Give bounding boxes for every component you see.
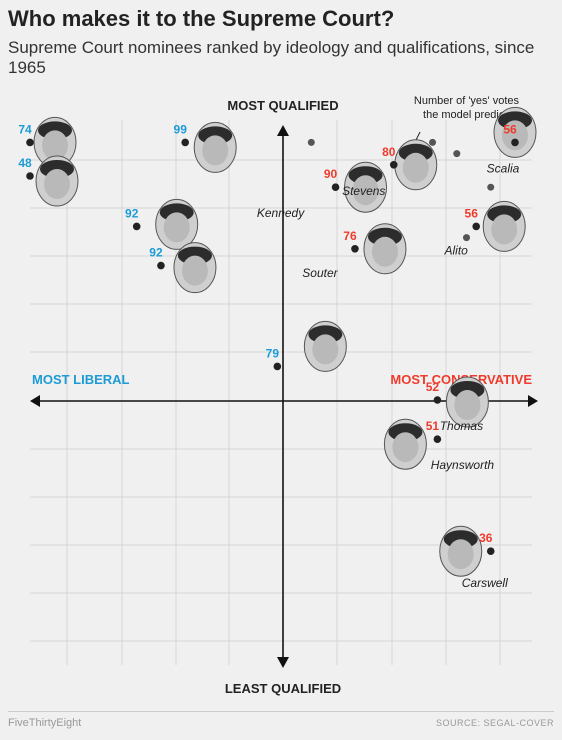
nominee-name-label: Alito xyxy=(444,243,469,257)
face-icon xyxy=(392,432,419,463)
face-icon xyxy=(42,130,68,161)
nominee-point xyxy=(433,435,442,444)
nominee-name-label: Haynsworth xyxy=(431,458,495,472)
face-icon xyxy=(352,175,379,206)
chart-title: Who makes it to the Supreme Court? xyxy=(8,6,395,31)
nominee-point xyxy=(486,547,495,555)
axis-label-top: MOST QUALIFIED xyxy=(227,98,338,113)
nominee-point xyxy=(273,362,282,371)
votes-label: 92 xyxy=(149,246,163,260)
unlabeled-point xyxy=(429,138,437,146)
x-axis-right-arrow xyxy=(528,395,538,407)
x-axis-left-arrow xyxy=(30,395,40,407)
nominee-point xyxy=(511,138,519,147)
votes-label: 79 xyxy=(266,346,280,360)
face-icon xyxy=(44,169,70,199)
nominee-point xyxy=(351,245,359,253)
nominee-name-label: Kennedy xyxy=(257,206,305,220)
votes-label: 56 xyxy=(503,122,517,136)
y-axis-top-arrow xyxy=(277,125,289,136)
brand-logo: FiveThirtyEight xyxy=(8,717,82,729)
footer-divider xyxy=(8,711,554,712)
nominee-name-label: Carswell xyxy=(462,576,508,590)
face-icon xyxy=(312,334,339,365)
unlabeled-point xyxy=(453,150,461,158)
nominee-point xyxy=(433,396,442,404)
axis-label-bottom: LEAST QUALIFIED xyxy=(225,681,341,696)
votes-label: 56 xyxy=(465,206,479,220)
face-icon xyxy=(402,152,429,183)
votes-label: 99 xyxy=(174,122,188,136)
nominee-point xyxy=(26,172,34,180)
votes-annotation-line-2: the model predicts xyxy=(423,109,513,121)
face-icon xyxy=(181,255,208,286)
unlabeled-point xyxy=(463,234,470,242)
votes-label: 92 xyxy=(125,206,139,220)
votes-annotation-line-1: Number of 'yes' votes xyxy=(414,95,520,107)
votes-label: 48 xyxy=(18,156,32,170)
face-icon xyxy=(371,236,398,267)
face-icon xyxy=(454,390,481,420)
nominee-point xyxy=(331,183,340,191)
face-icon xyxy=(491,214,518,245)
nominee-point xyxy=(132,222,141,231)
nominee-name-label: Thomas xyxy=(440,419,483,433)
votes-label: 36 xyxy=(479,531,493,545)
face-icon xyxy=(502,120,528,151)
unlabeled-point xyxy=(307,138,315,146)
votes-label: 74 xyxy=(18,122,32,136)
votes-label: 52 xyxy=(426,380,440,394)
y-axis-bottom-arrow xyxy=(277,657,289,668)
source-note: SOURCE: SEGAL-COVER xyxy=(435,718,554,728)
nominee-name-label: Souter xyxy=(302,266,338,280)
data-points: 74 48 99 92 92 79 56 Scalia 80 Stevens 90 Kennedy 56… xyxy=(18,122,519,590)
nominee-name-label: Stevens xyxy=(342,184,385,198)
chart-subtitle: Supreme Court nominees ranked by ideolog… xyxy=(8,38,535,77)
nominee-point xyxy=(157,261,165,270)
axis-label-left: MOST LIBERAL xyxy=(32,372,130,387)
face-icon xyxy=(202,135,229,166)
unlabeled-point xyxy=(487,183,495,191)
face-icon xyxy=(163,212,190,243)
nominee-point xyxy=(389,161,398,169)
nominee-point xyxy=(26,138,34,147)
face-icon xyxy=(447,539,474,570)
votes-label: 51 xyxy=(426,419,440,433)
nominee-point xyxy=(181,138,189,147)
nominee-name-label: Scalia xyxy=(487,161,520,175)
nominee-portraits xyxy=(33,106,537,577)
votes-label: 76 xyxy=(343,229,357,243)
votes-label: 90 xyxy=(324,167,338,181)
votes-label: 80 xyxy=(382,145,396,159)
votes-annotation: Number of 'yes' votes the model predicts xyxy=(414,95,522,121)
nominee-point xyxy=(472,222,481,231)
